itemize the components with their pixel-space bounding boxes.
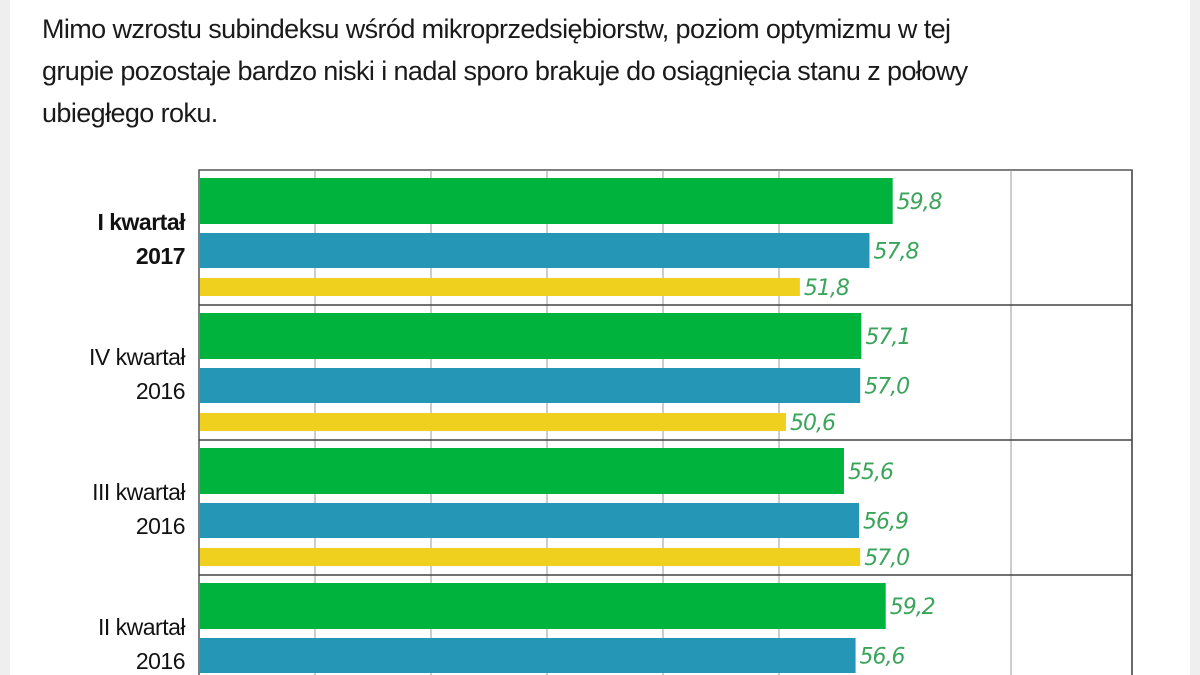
chart-caption: Mimo wzrostu subindeksu wśród mikroprzed… (42, 8, 968, 134)
caption-line: ubiegłego roku. (42, 98, 218, 128)
data-label: 56,9 (863, 510, 908, 535)
data-label: 51,8 (804, 276, 850, 301)
bar (200, 638, 856, 673)
data-label: 50,6 (790, 411, 836, 436)
data-label: 59,8 (897, 190, 943, 215)
data-label: 56,6 (860, 645, 906, 670)
bar (200, 233, 870, 268)
bar (200, 278, 800, 296)
category-label: II kwartał (98, 614, 185, 640)
data-label: 57,0 (864, 546, 909, 571)
category-label: 2016 (136, 378, 185, 404)
data-label: 57,8 (873, 240, 919, 265)
bar (200, 413, 786, 431)
category-label: 2016 (136, 648, 185, 674)
bar (200, 178, 893, 224)
data-label: 57,1 (865, 325, 910, 350)
data-label: 57,0 (864, 375, 909, 400)
category-label: I kwartał (97, 209, 186, 235)
bar (200, 448, 844, 494)
bar (200, 503, 860, 538)
category-label: 2016 (136, 513, 185, 539)
category-label: 2017 (136, 243, 185, 269)
bar (200, 313, 862, 359)
caption-line: Mimo wzrostu subindeksu wśród mikroprzed… (42, 14, 951, 44)
caption-line: grupie pozostaje bardzo niski i nadal sp… (42, 56, 968, 86)
data-label: 59,2 (890, 595, 935, 620)
bar (200, 368, 861, 403)
bar (200, 548, 861, 566)
category-label: III kwartał (92, 479, 185, 505)
bar (200, 583, 886, 629)
data-label: 55,6 (848, 460, 894, 485)
category-label: IV kwartał (89, 344, 185, 370)
